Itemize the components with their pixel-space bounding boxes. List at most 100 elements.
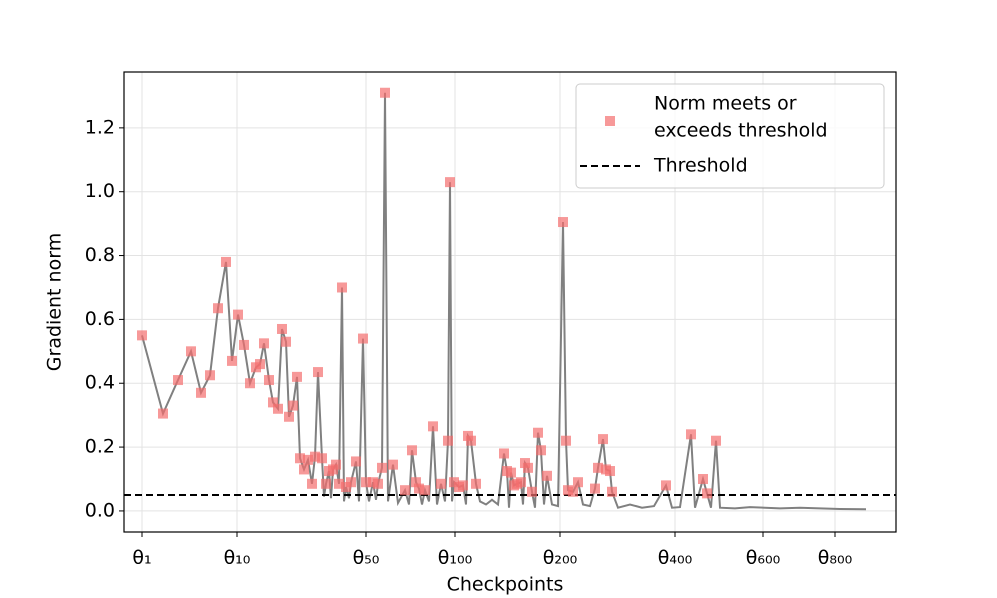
threshold-marker	[411, 477, 421, 488]
threshold-marker	[310, 451, 320, 462]
threshold-marker	[307, 478, 317, 489]
threshold-marker	[466, 435, 476, 446]
threshold-marker	[137, 330, 147, 341]
threshold-marker	[361, 477, 371, 488]
y-tick-label: 0.4	[85, 372, 115, 394]
x-tick-label: θ₆₀₀	[746, 547, 780, 569]
threshold-marker	[346, 477, 356, 488]
threshold-marker	[186, 346, 196, 357]
threshold-marker	[227, 355, 237, 366]
x-tick-label: θ₅₀	[353, 547, 380, 569]
threshold-marker	[303, 454, 313, 465]
threshold-marker	[542, 470, 552, 481]
axes-frame	[123, 71, 897, 533]
legend-label: Norm meets or	[654, 93, 797, 115]
threshold-marker	[443, 435, 453, 446]
threshold-marker	[388, 459, 398, 470]
x-tick-label: θ₈₀₀	[818, 547, 852, 569]
threshold-marker	[400, 485, 410, 496]
threshold-marker	[533, 427, 543, 438]
y-tick-label: 1.2	[85, 116, 115, 138]
threshold-marker	[268, 397, 278, 408]
threshold-marker	[711, 435, 721, 446]
threshold-marker	[698, 474, 708, 485]
threshold-marker	[233, 309, 243, 320]
threshold-marker	[173, 375, 183, 386]
threshold-marker	[245, 378, 255, 389]
legend-marker	[605, 116, 615, 126]
threshold-marker	[380, 87, 390, 98]
threshold-marker	[334, 478, 344, 489]
x-tick-label: θ₁	[132, 547, 151, 569]
threshold-marker	[445, 177, 455, 188]
threshold-marker	[686, 429, 696, 440]
threshold-marker	[317, 453, 327, 464]
threshold-marker	[593, 462, 603, 473]
threshold-marker	[506, 467, 516, 478]
threshold-marker	[205, 370, 215, 381]
threshold-marker	[702, 488, 712, 499]
threshold-marker	[221, 256, 231, 267]
legend-label: exceeds threshold	[654, 120, 828, 142]
threshold-marker	[523, 462, 533, 473]
threshold-marker	[436, 478, 446, 489]
threshold-marker	[471, 478, 481, 489]
threshold-marker	[561, 435, 571, 446]
threshold-marker	[414, 483, 424, 494]
threshold-marker	[499, 448, 509, 459]
threshold-marker	[196, 387, 206, 398]
threshold-marker	[590, 483, 600, 494]
threshold-marker	[292, 371, 302, 382]
threshold-marker	[527, 486, 537, 497]
threshold-marker	[516, 477, 526, 488]
threshold-marker	[458, 480, 468, 491]
threshold-marker	[158, 408, 168, 419]
threshold-marker	[295, 453, 305, 464]
threshold-marker	[288, 400, 298, 411]
y-tick-label: 0.0	[85, 499, 115, 521]
threshold-marker	[605, 466, 615, 477]
legend: Norm meets or exceeds threshold Threshold	[575, 83, 885, 189]
threshold-marker	[661, 480, 671, 491]
threshold-marker	[568, 486, 578, 497]
threshold-marker	[407, 445, 417, 456]
threshold-marker	[239, 339, 249, 350]
threshold-marker	[428, 421, 438, 432]
plot-area	[124, 72, 896, 532]
threshold-marker	[358, 333, 368, 344]
threshold-marker	[255, 359, 265, 370]
threshold-marker	[420, 485, 430, 496]
threshold-marker	[281, 336, 291, 347]
y-tick-label: 0.2	[85, 436, 115, 458]
y-axis-label: Gradient norm	[44, 233, 66, 371]
x-tick-label: θ₂₀₀	[543, 547, 577, 569]
threshold-marker	[321, 478, 331, 489]
y-tick-label: 0.6	[85, 308, 115, 330]
threshold-marker	[313, 367, 323, 378]
threshold-marker	[373, 478, 383, 489]
threshold-marker	[573, 477, 583, 488]
threshold-marker	[536, 445, 546, 456]
y-tick-label: 0.8	[85, 244, 115, 266]
y-tick-label: 1.0	[85, 180, 115, 202]
x-tick-label: θ₁₀	[224, 547, 251, 569]
threshold-marker	[277, 323, 287, 334]
x-axis-label: Checkpoints	[447, 574, 564, 596]
threshold-marker	[213, 303, 223, 314]
threshold-marker	[259, 338, 269, 349]
threshold-marker	[337, 282, 347, 293]
x-tick-label: θ₁₀₀	[438, 547, 472, 569]
threshold-marker	[351, 456, 361, 467]
x-tick-label: θ₄₀₀	[658, 547, 692, 569]
legend-label: Threshold	[653, 155, 748, 177]
legend-box	[575, 83, 885, 189]
threshold-marker	[273, 403, 283, 414]
threshold-marker	[558, 217, 568, 228]
threshold-marker	[284, 411, 294, 422]
threshold-marker	[299, 464, 309, 475]
threshold-marker	[598, 434, 608, 445]
threshold-marker	[264, 375, 274, 386]
threshold-marker	[607, 486, 617, 497]
threshold-marker	[331, 459, 341, 470]
